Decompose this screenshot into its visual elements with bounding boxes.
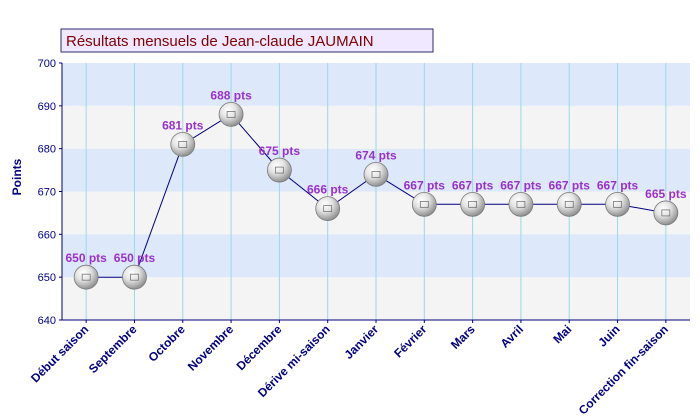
y-tick-label: 640 bbox=[38, 315, 56, 327]
x-tick-label: Avril bbox=[498, 322, 526, 350]
chart-title-frame bbox=[60, 28, 434, 53]
y-tick-label: 660 bbox=[38, 229, 56, 241]
data-point bbox=[363, 161, 389, 187]
x-tick-label: Début saison bbox=[28, 322, 91, 385]
x-tick-label: Correction fin-saison bbox=[576, 322, 671, 417]
data-label: 667 pts bbox=[549, 178, 591, 192]
data-label: 675 pts bbox=[259, 144, 301, 158]
data-label: 688 pts bbox=[210, 88, 252, 102]
data-point bbox=[218, 102, 244, 127]
data-point bbox=[411, 191, 437, 217]
chart-title-box: Résultats mensuels de Jean-claude JAUMAI… bbox=[60, 28, 434, 53]
data-point bbox=[266, 157, 292, 183]
data-point bbox=[73, 264, 99, 290]
data-label: 667 pts bbox=[452, 178, 494, 192]
data-point bbox=[605, 191, 630, 217]
y-tick-label: 700 bbox=[38, 58, 56, 70]
data-label: 665 pts bbox=[645, 187, 687, 201]
x-tick-label: Mars bbox=[448, 322, 478, 352]
data-label: 667 pts bbox=[597, 178, 639, 192]
y-tick-label: 680 bbox=[38, 144, 56, 156]
x-tick-label: Décembre bbox=[234, 322, 285, 373]
data-points bbox=[73, 102, 679, 290]
data-point bbox=[315, 196, 341, 222]
data-point bbox=[460, 191, 486, 217]
data-label: 681 pts bbox=[162, 118, 204, 132]
data-label: 666 pts bbox=[307, 183, 349, 197]
data-label: 650 pts bbox=[65, 251, 107, 265]
x-tick-label: Novembre bbox=[185, 322, 237, 374]
y-tick-label: 670 bbox=[38, 187, 56, 199]
data-label: 650 pts bbox=[114, 251, 156, 265]
y-tick-label: 690 bbox=[38, 101, 56, 113]
data-labels: 650 pts 650 pts 681 pts 688 pts 675 pts 666 p… bbox=[65, 88, 686, 265]
y-axis-ticks: 640 650 660 670 680 690 700 bbox=[38, 58, 62, 327]
x-tick-label: Janvier bbox=[342, 322, 382, 362]
data-label: 667 pts bbox=[404, 178, 446, 192]
vertical-gridlines bbox=[85, 63, 667, 320]
x-tick-label: Mai bbox=[550, 322, 574, 346]
x-tick-label: Juin bbox=[595, 322, 622, 349]
data-label: 674 pts bbox=[355, 148, 397, 162]
x-tick-label: Février bbox=[391, 322, 429, 360]
y-tick-label: 650 bbox=[38, 272, 56, 284]
chart-title: Résultats mensuels de Jean-claude JAUMAI… bbox=[66, 33, 374, 50]
data-point bbox=[556, 191, 582, 217]
y-axis-label: Points bbox=[10, 158, 24, 195]
data-point bbox=[170, 131, 196, 157]
x-tick-label: Octobre bbox=[145, 322, 188, 365]
data-point bbox=[653, 200, 679, 226]
x-tick-label: Septembre bbox=[86, 322, 140, 376]
data-point bbox=[508, 191, 534, 217]
data-point bbox=[122, 264, 147, 290]
data-label: 667 pts bbox=[500, 178, 542, 192]
